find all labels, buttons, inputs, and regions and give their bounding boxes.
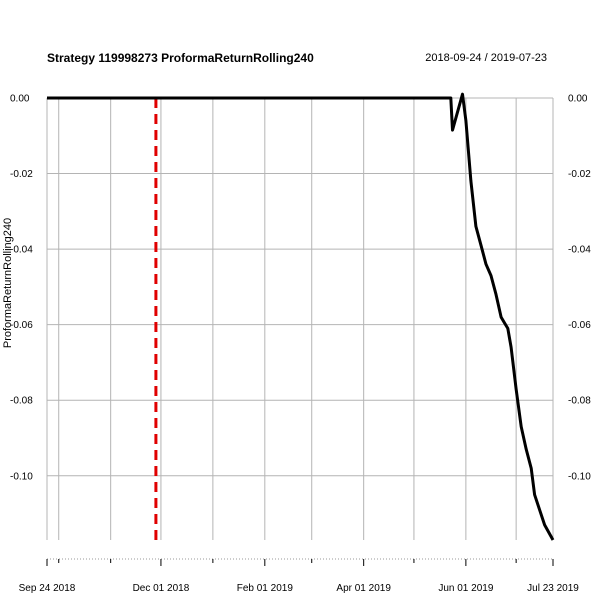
x-tick-label: Dec 01 2018: [133, 583, 190, 594]
y-tick-label-right: -0.10: [568, 471, 591, 482]
y-tick-label-right: 0.00: [568, 94, 588, 105]
date-range-label: 2018-09-24 / 2019-07-23: [425, 52, 547, 64]
x-tick-label: Jul 23 2019: [527, 583, 579, 594]
y-tick-label-right: -0.08: [568, 396, 591, 407]
y-tick-label-right: -0.06: [568, 320, 591, 331]
x-tick-label: Jun 01 2019: [438, 583, 493, 594]
grid-lines: [46, 97, 554, 540]
y-tick-label-left: -0.04: [10, 245, 33, 256]
axes: [46, 558, 554, 566]
y-tick-label-left: -0.06: [10, 320, 33, 331]
y-tick-label-right: -0.02: [568, 169, 591, 180]
y-tick-label-left: -0.02: [10, 169, 33, 180]
chart-title: Strategy 119998273 ProformaReturnRolling…: [47, 51, 314, 65]
x-tick-label: Feb 01 2019: [237, 583, 294, 594]
y-tick-label-left: -0.10: [10, 471, 33, 482]
x-tick-label: Sep 24 2018: [19, 583, 76, 594]
y-tick-label-right: -0.04: [568, 245, 591, 256]
series-layer: [47, 92, 555, 541]
x-tick-label: Apr 01 2019: [336, 583, 391, 594]
series-line: [47, 92, 555, 541]
y-tick-label-left: 0.00: [10, 94, 30, 105]
tick-labels: 0.00 0.00 -0.02 -0.02 -0.04 -0.04 -0.06 -0.06 -0…: [10, 94, 591, 595]
y-tick-label-left: -0.08: [10, 396, 33, 407]
